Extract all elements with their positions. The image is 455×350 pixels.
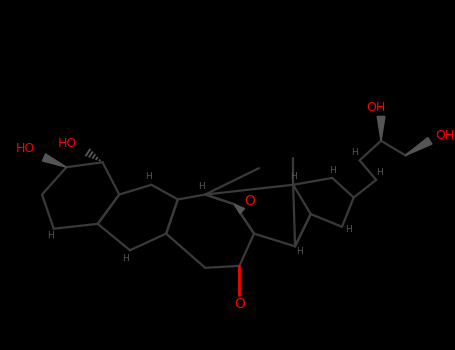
Text: HO: HO [16,142,35,155]
Text: H: H [351,148,358,157]
Polygon shape [377,116,385,141]
Text: HO: HO [58,137,77,150]
Text: OH: OH [367,101,386,114]
Polygon shape [42,154,66,167]
Text: O: O [234,297,245,311]
Text: H: H [297,247,303,256]
Text: H: H [376,168,383,176]
Polygon shape [234,204,245,214]
Text: H: H [329,166,336,175]
Text: H: H [290,173,297,181]
Polygon shape [405,138,432,155]
Text: H: H [47,231,54,240]
Text: H: H [145,173,152,181]
Text: O: O [244,194,255,208]
Text: H: H [198,182,205,191]
Text: H: H [345,225,352,234]
Text: H: H [121,253,128,262]
Text: OH: OH [435,130,454,142]
